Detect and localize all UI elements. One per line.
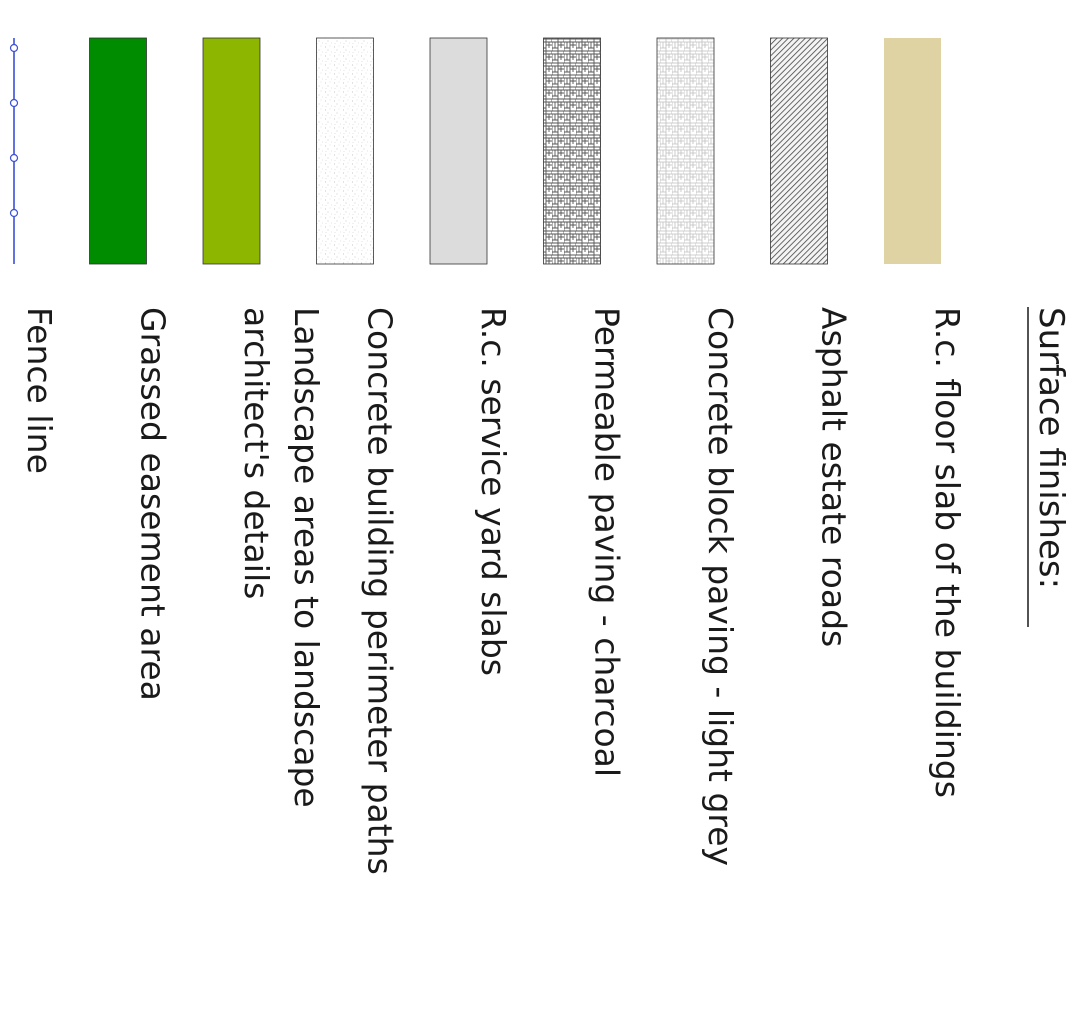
- swatch-permeable-paving-charcoal: [543, 37, 601, 265]
- label-rc-service-yard-slabs: R.c. service yard slabs: [474, 307, 513, 676]
- swatch-rc-service-yard-slabs: [429, 37, 488, 265]
- label-concrete-building-perimeter-paths: Concrete building perimeter paths: [361, 307, 400, 875]
- swatch-group: [9, 37, 941, 265]
- swatch-fence-line: [9, 38, 19, 264]
- swatch-asphalt-estate-roads: [770, 37, 828, 265]
- swatch-concrete-building-perimeter-paths: [316, 37, 374, 265]
- swatch-grassed-easement-area: [89, 37, 147, 265]
- label-asphalt-estate-roads: Asphalt estate roads: [815, 307, 854, 647]
- swatch-landscape-areas: [202, 37, 261, 265]
- item-labels: R.c. floor slab of the buildings Asphalt …: [20, 307, 967, 875]
- swatch-concrete-block-paving-light-grey: [656, 37, 715, 265]
- label-permeable-paving-charcoal: Permeable paving - charcoal: [588, 307, 627, 777]
- label-fence-line: Fence line: [20, 307, 59, 474]
- swatch-rc-floor-slab: [884, 38, 941, 264]
- label-rc-floor-slab: R.c. floor slab of the buildings: [928, 307, 967, 798]
- label-group: Surface finishes: R.c. floor slab of the…: [20, 307, 1066, 875]
- legend-title: Surface finishes:: [1031, 307, 1066, 589]
- label-landscape-areas-line-1: Landscape areas to landscape: [287, 307, 326, 808]
- label-grassed-easement-area: Grassed easement area: [134, 307, 173, 701]
- label-concrete-block-paving-light-grey: Concrete block paving - light grey: [701, 307, 740, 866]
- label-landscape-areas-line-2: architect's details: [237, 307, 276, 599]
